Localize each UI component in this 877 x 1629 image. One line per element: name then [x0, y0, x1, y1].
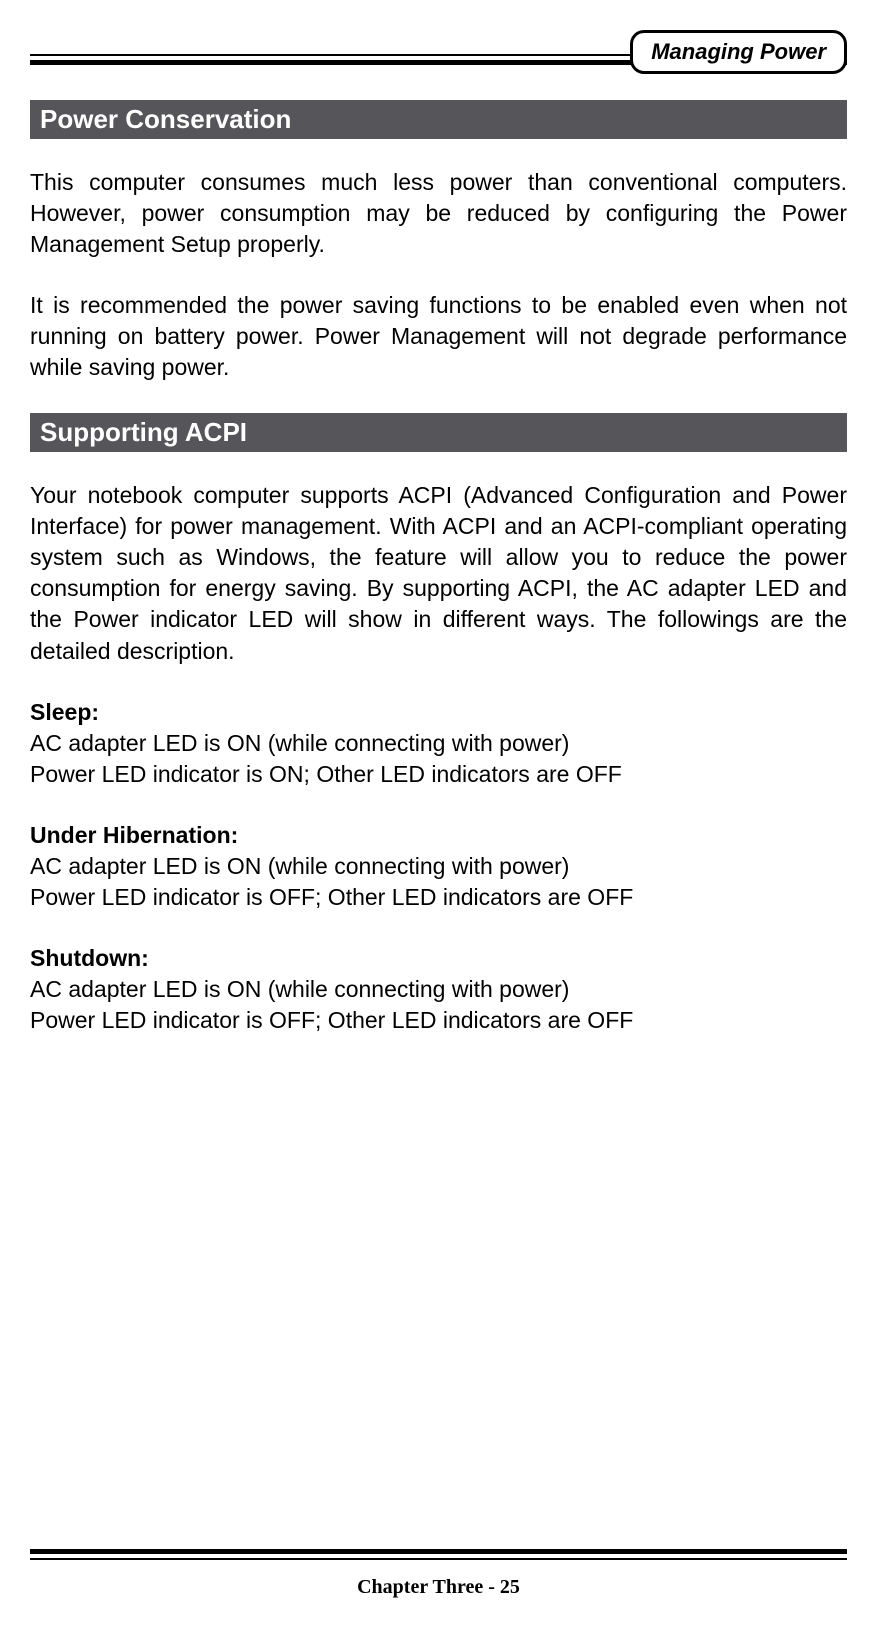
state-line: AC adapter LED is ON (while connecting w… [30, 974, 847, 1005]
page-header: Managing Power [30, 30, 847, 65]
state-block-shutdown: Shutdown: AC adapter LED is ON (while co… [30, 943, 847, 1036]
footer-rule-thin [30, 1558, 847, 1560]
section-heading-supporting-acpi: Supporting ACPI [30, 413, 847, 452]
state-title: Sleep: [30, 697, 847, 728]
header-badge: Managing Power [630, 30, 847, 74]
state-line: AC adapter LED is ON (while connecting w… [30, 851, 847, 882]
state-line: Power LED indicator is OFF; Other LED in… [30, 882, 847, 913]
page-footer: Chapter Three - 25 [30, 1549, 847, 1599]
footer-text: Chapter Three - 25 [30, 1576, 847, 1599]
state-line: Power LED indicator is OFF; Other LED in… [30, 1005, 847, 1036]
state-title: Under Hibernation: [30, 820, 847, 851]
section-heading-power-conservation: Power Conservation [30, 100, 847, 139]
state-line: Power LED indicator is ON; Other LED ind… [30, 759, 847, 790]
body-paragraph: Your notebook computer supports ACPI (Ad… [30, 480, 847, 666]
state-block-hibernation: Under Hibernation: AC adapter LED is ON … [30, 820, 847, 913]
header-badge-text: Managing Power [651, 39, 826, 64]
state-title: Shutdown: [30, 943, 847, 974]
state-block-sleep: Sleep: AC adapter LED is ON (while conne… [30, 697, 847, 790]
state-line: AC adapter LED is ON (while connecting w… [30, 728, 847, 759]
footer-rule-thick [30, 1549, 847, 1554]
body-paragraph: It is recommended the power saving funct… [30, 290, 847, 383]
body-paragraph: This computer consumes much less power t… [30, 167, 847, 260]
